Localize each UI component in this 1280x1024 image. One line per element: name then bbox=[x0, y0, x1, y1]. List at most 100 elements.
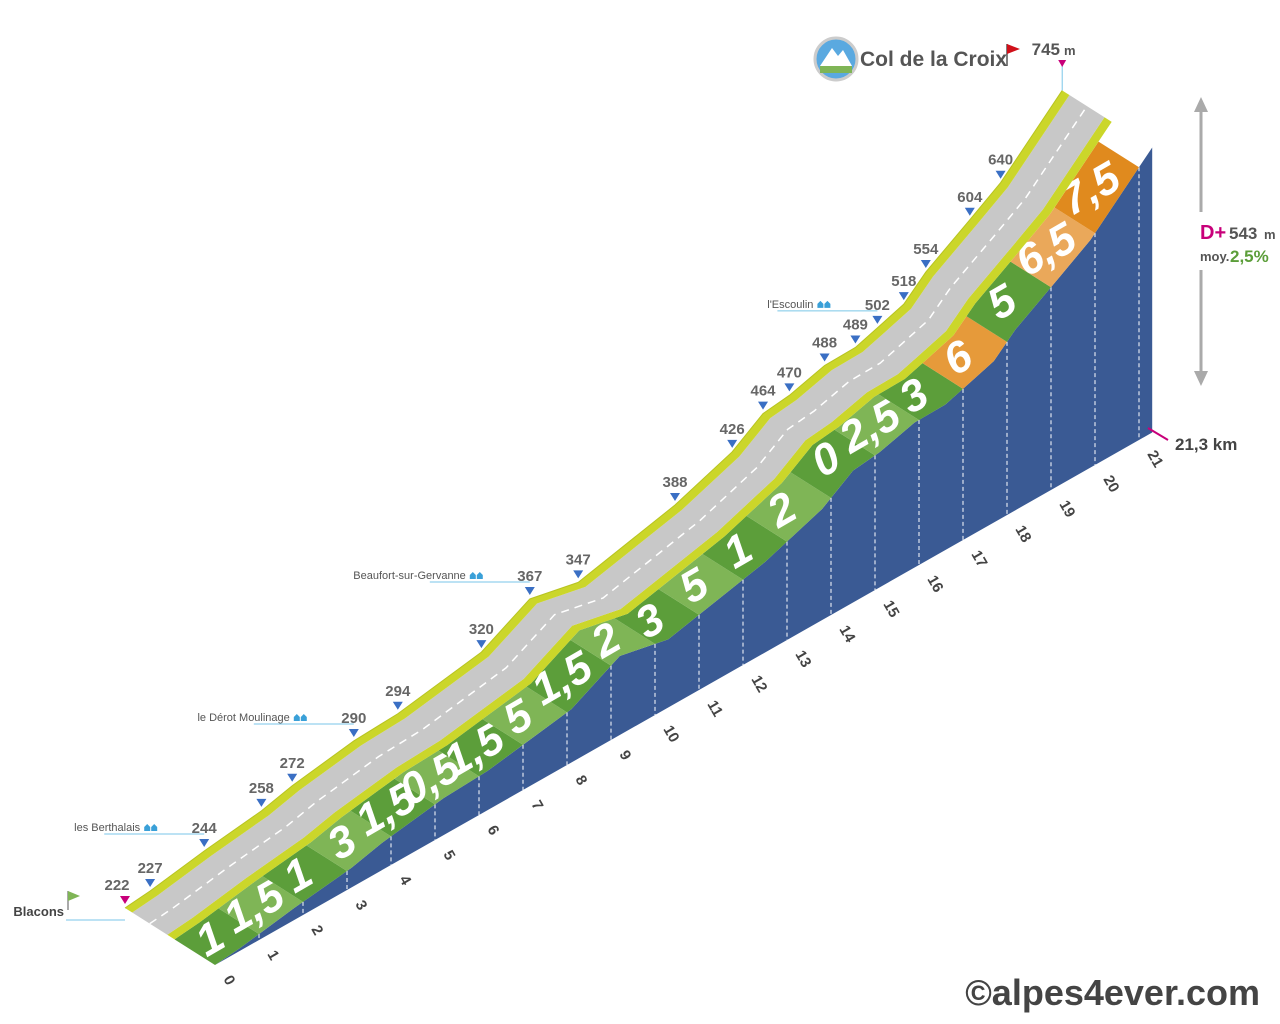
label-layer: 0123456789101112131415161718192021222227… bbox=[13, 60, 1167, 989]
gradient-segment bbox=[482, 686, 567, 745]
place-icon bbox=[469, 571, 483, 579]
gradient-segment bbox=[658, 553, 743, 615]
place-label: Blacons bbox=[13, 904, 64, 919]
elevation-marker bbox=[784, 383, 795, 392]
km-tick-label: 14 bbox=[836, 623, 859, 647]
elevation-marker bbox=[670, 493, 680, 502]
height-arrow-head bbox=[1194, 371, 1208, 386]
km-tick-label: 7 bbox=[528, 798, 547, 814]
gradient-segment bbox=[1010, 207, 1095, 288]
elevation-marker bbox=[287, 773, 298, 782]
gradient-segment bbox=[526, 639, 611, 713]
km-tick-label: 2 bbox=[308, 923, 327, 939]
elevation-marker bbox=[920, 260, 931, 269]
gradient-segment bbox=[350, 778, 435, 837]
gradient-segment bbox=[790, 429, 875, 498]
elevation-label: 640 bbox=[988, 152, 1013, 169]
km-tick-label: 15 bbox=[880, 598, 903, 621]
elevation-marker bbox=[476, 640, 487, 649]
gradient-segment bbox=[614, 589, 699, 644]
gradient-segment bbox=[922, 316, 1007, 389]
gradient-segment bbox=[966, 261, 1051, 342]
elevation-label: 294 bbox=[385, 683, 411, 700]
km-tick-label: 11 bbox=[704, 698, 727, 720]
elevation-label: 502 bbox=[865, 297, 890, 314]
km-tick-label: 21 bbox=[1144, 448, 1167, 471]
average-label: moy. bbox=[1200, 249, 1229, 264]
elevation-label: 489 bbox=[843, 316, 868, 333]
elevation-marker bbox=[872, 315, 883, 324]
place-icon bbox=[817, 300, 831, 308]
elevation-marker bbox=[524, 586, 535, 595]
gradient-segment bbox=[570, 618, 655, 666]
km-tick-label: 6 bbox=[484, 823, 503, 839]
place-label: Beaufort-sur-Gervanne bbox=[353, 570, 466, 582]
gradient-segment bbox=[878, 363, 963, 420]
elevation-marker bbox=[898, 292, 909, 301]
climb-unit: m bbox=[1264, 227, 1276, 242]
km-tick-label: 3 bbox=[352, 898, 371, 914]
gradient-segment bbox=[218, 876, 303, 935]
place-icon bbox=[293, 713, 307, 721]
elevation-label: 470 bbox=[777, 364, 802, 381]
km-tick-label: 10 bbox=[660, 723, 683, 746]
height-arrow-head bbox=[1194, 97, 1208, 112]
elevation-label: 426 bbox=[720, 421, 745, 438]
elevation-marker bbox=[758, 401, 768, 410]
elevation-marker bbox=[120, 896, 130, 904]
elevation-label: 272 bbox=[280, 755, 305, 772]
elevation-marker bbox=[850, 335, 861, 344]
elevation-marker bbox=[348, 728, 359, 737]
km-tick-label: 4 bbox=[396, 873, 415, 889]
gradient-segment bbox=[394, 750, 479, 805]
place-icon bbox=[144, 824, 158, 832]
elevation-marker bbox=[819, 353, 830, 362]
summit-icon-grass bbox=[820, 66, 852, 73]
km-tick-label: 19 bbox=[1056, 498, 1079, 521]
distance-label: 21,3 km bbox=[1175, 435, 1237, 454]
gradient-segment bbox=[306, 810, 391, 871]
summit-unit: m bbox=[1064, 43, 1076, 58]
km-tick-label: 12 bbox=[748, 673, 771, 696]
summit-icon-mountain bbox=[820, 48, 852, 66]
climb-info-bg bbox=[1195, 212, 1275, 270]
start-flag bbox=[68, 891, 80, 901]
climb-label: D+ bbox=[1200, 222, 1226, 244]
gradient-segment bbox=[746, 472, 831, 542]
km-tick-label: 0 bbox=[220, 973, 239, 989]
gradient-segment bbox=[702, 515, 787, 580]
elevation-marker bbox=[392, 701, 403, 710]
elevation-label: 604 bbox=[957, 189, 983, 206]
average-value: 2,5% bbox=[1230, 247, 1269, 266]
elevation-label: 222 bbox=[104, 877, 129, 894]
summit-elevation: 745 bbox=[1032, 40, 1060, 59]
elevation-marker bbox=[256, 798, 267, 807]
elevation-marker bbox=[1058, 60, 1067, 67]
elevation-label: 464 bbox=[750, 383, 776, 400]
distance-tick bbox=[1147, 427, 1169, 441]
summit-title: Col de la Croix bbox=[860, 48, 1007, 71]
km-tick-label: 13 bbox=[792, 648, 815, 671]
elevation-marker bbox=[995, 170, 1006, 179]
elevation-label: 367 bbox=[517, 568, 542, 585]
elevation-label: 488 bbox=[812, 335, 837, 352]
credit: ©alpes4ever.com bbox=[965, 972, 1260, 1013]
elevation-marker bbox=[964, 207, 975, 216]
elevation-label: 388 bbox=[662, 474, 687, 491]
elevation-label: 554 bbox=[913, 241, 939, 258]
summit-flag bbox=[1007, 44, 1020, 54]
elevation-label: 518 bbox=[891, 273, 916, 290]
elevation-label: 244 bbox=[192, 820, 218, 837]
gradient-segment bbox=[1054, 141, 1139, 234]
km-tick-label: 1 bbox=[264, 948, 283, 964]
elevation-label: 258 bbox=[249, 780, 274, 797]
road-layer bbox=[124, 90, 1112, 940]
elevation-label: 227 bbox=[138, 860, 163, 877]
km-tick-label: 9 bbox=[616, 748, 635, 764]
km-tick-label: 20 bbox=[1100, 473, 1123, 496]
km-tick-label: 18 bbox=[1012, 523, 1035, 546]
km-tick-label: 16 bbox=[924, 573, 947, 596]
km-tick-label: 5 bbox=[440, 848, 459, 864]
